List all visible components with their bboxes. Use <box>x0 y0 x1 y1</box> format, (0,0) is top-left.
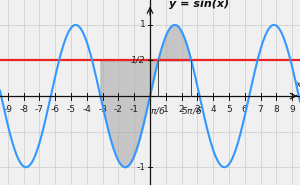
Text: 5: 5 <box>226 105 232 114</box>
Text: 5$\pi$/6: 5$\pi$/6 <box>181 105 202 116</box>
Text: 1: 1 <box>140 20 145 29</box>
Text: -6: -6 <box>51 105 60 114</box>
Text: 2: 2 <box>179 105 184 114</box>
Text: -1: -1 <box>136 163 145 172</box>
Text: 9: 9 <box>289 105 295 114</box>
Text: -7: -7 <box>35 105 44 114</box>
Text: -2: -2 <box>114 105 123 114</box>
Text: -1: -1 <box>130 105 139 114</box>
Text: -4: -4 <box>82 105 91 114</box>
Text: 1/2: 1/2 <box>131 56 145 65</box>
Text: -9: -9 <box>3 105 12 114</box>
Text: -8: -8 <box>19 105 28 114</box>
Text: 1: 1 <box>163 105 169 114</box>
Text: x: x <box>295 80 300 89</box>
Text: 4: 4 <box>210 105 216 114</box>
Text: -3: -3 <box>98 105 107 114</box>
Text: 3: 3 <box>194 105 200 114</box>
Text: y = sin(x): y = sin(x) <box>169 0 229 9</box>
Text: 7: 7 <box>258 105 263 114</box>
Text: $\pi$/6: $\pi$/6 <box>150 105 166 116</box>
Text: 6: 6 <box>242 105 247 114</box>
Text: 8: 8 <box>273 105 279 114</box>
Text: -5: -5 <box>67 105 76 114</box>
